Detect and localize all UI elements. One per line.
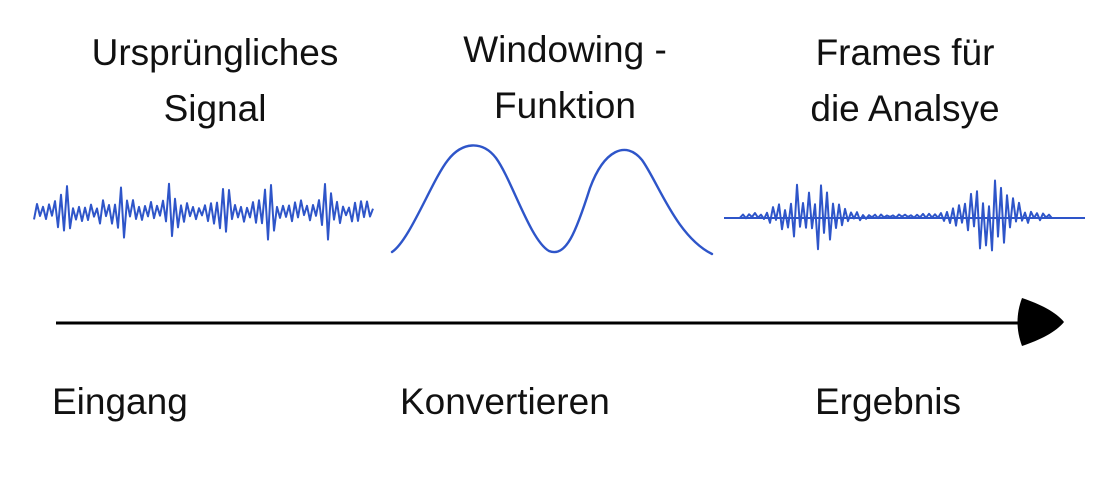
windowing-function-curve — [390, 144, 714, 256]
stage-input: Eingang — [52, 381, 188, 422]
windowing-function-title: Windowing - Funktion — [385, 22, 745, 134]
original-signal-title-line1: Ursprüngliches — [91, 32, 339, 73]
stage-result: Ergebnis — [815, 381, 962, 422]
frames-title-line2: die Analsye — [810, 88, 1000, 129]
windowing-function-title-line1: Windowing - — [463, 29, 667, 70]
frames-title: Frames für die Analsye — [735, 25, 1075, 137]
original-signal-title: Ursprüngliches Signal — [40, 25, 390, 137]
stage-convert: Konvertieren — [400, 381, 610, 422]
original-signal-title-line2: Signal — [163, 88, 267, 129]
arrow-right-icon — [1017, 298, 1064, 346]
frames-title-line1: Frames für — [815, 32, 995, 73]
original-signal-waveform — [33, 182, 374, 241]
frames-waveform — [739, 179, 1053, 252]
windowing-function-title-line2: Funktion — [494, 85, 636, 126]
